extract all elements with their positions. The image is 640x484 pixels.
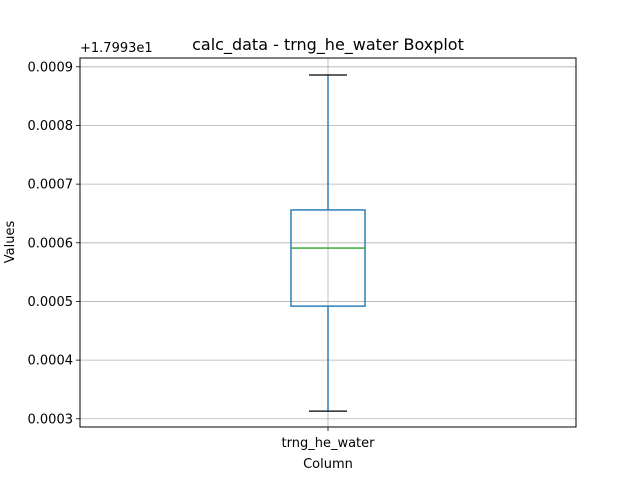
y-tick-label: 0.0006 [28,236,74,251]
chart-title: calc_data - trng_he_water Boxplot [192,35,464,55]
iqr-box [290,209,366,307]
y-tick-label: 0.0007 [28,178,74,193]
tick-layer: 0.0003 0.0004 0.0005 0.0006 0.0007 0.0008 0.00… [28,60,376,451]
y-tick-label: 0.0008 [28,119,74,134]
box-layer [290,74,366,412]
y-tick-label: 0.0005 [28,295,74,310]
y-offset-label: +1.7993e1 [80,41,153,56]
y-tick-label: 0.0004 [28,354,74,369]
y-axis-label: Values [3,221,18,264]
y-tick-label: 0.0009 [28,60,74,75]
x-axis-label: Column [303,457,353,472]
y-tick-label: 0.0003 [28,412,74,427]
x-tick-label: trng_he_water [282,436,376,451]
